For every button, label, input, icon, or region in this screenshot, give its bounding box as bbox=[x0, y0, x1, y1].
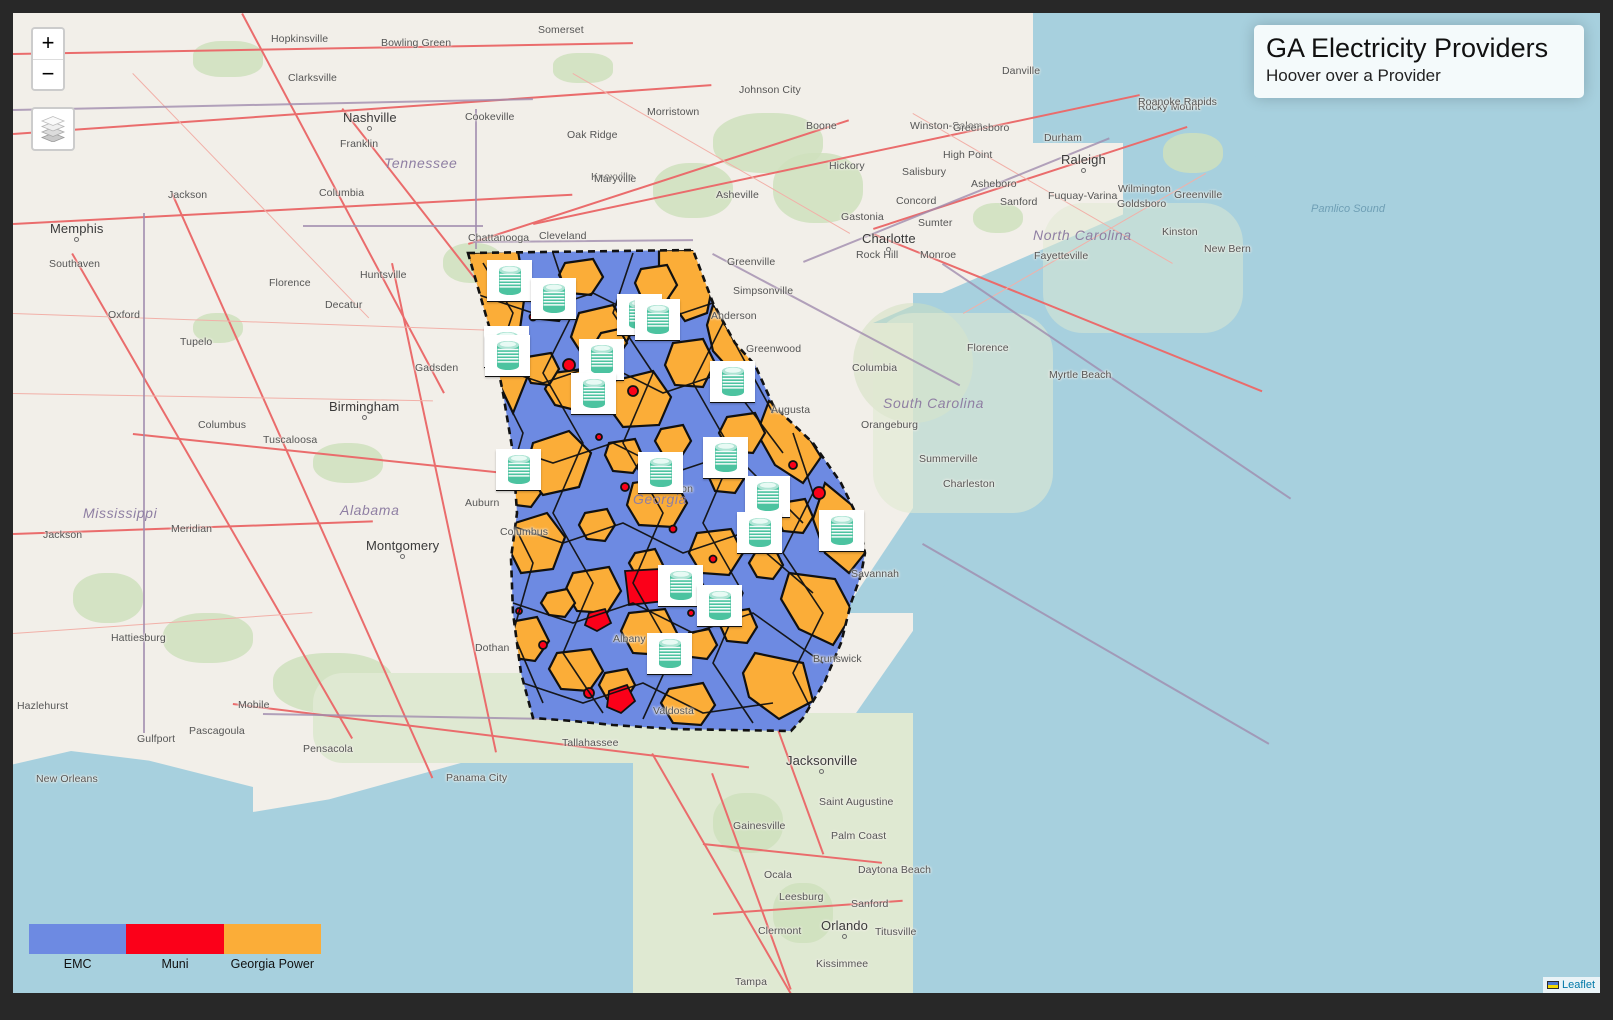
provider-stack-icon bbox=[590, 344, 613, 374]
provider-marker[interactable] bbox=[647, 633, 692, 674]
state-name-label: Alabama bbox=[340, 502, 400, 518]
provider-stack-icon bbox=[830, 515, 853, 545]
sea-name-label: Pamlico Sound bbox=[1311, 203, 1385, 215]
provider-stack-icon bbox=[507, 454, 530, 484]
legend-color-bars bbox=[29, 924, 321, 954]
state-name-label: North Carolina bbox=[1033, 227, 1132, 243]
provider-marker[interactable] bbox=[531, 278, 576, 319]
state-name-label: Georgia bbox=[633, 491, 688, 507]
provider-stack-icon bbox=[498, 265, 521, 295]
provider-marker[interactable] bbox=[703, 437, 748, 478]
provider-stack-icon bbox=[649, 457, 672, 487]
provider-stack-icon bbox=[748, 517, 771, 547]
zoom-out-button[interactable]: − bbox=[33, 59, 63, 89]
provider-marker[interactable] bbox=[658, 565, 703, 606]
state-name-label: South Carolina bbox=[883, 395, 985, 411]
provider-marker[interactable] bbox=[710, 361, 755, 402]
provider-marker[interactable] bbox=[697, 585, 742, 626]
provider-marker[interactable] bbox=[638, 452, 683, 493]
legend-labels: EMC Muni Georgia Power bbox=[29, 957, 321, 971]
provider-marker[interactable] bbox=[745, 476, 790, 517]
provider-marker[interactable] bbox=[737, 512, 782, 553]
attribution-bar: Leaflet bbox=[1542, 977, 1600, 993]
leaflet-map[interactable]: Nashville Memphis Birmingham Montgomery Char… bbox=[13, 13, 1600, 993]
provider-marker[interactable] bbox=[571, 373, 616, 414]
state-name-label: Tennessee bbox=[384, 155, 458, 171]
info-panel: GA Electricity Providers Hoover over a P… bbox=[1254, 25, 1584, 98]
layers-stack-icon bbox=[40, 116, 66, 142]
provider-stack-icon bbox=[542, 283, 565, 313]
zoom-control[interactable]: + − bbox=[31, 27, 65, 91]
info-subtitle: Hoover over a Provider bbox=[1266, 65, 1441, 85]
provider-marker[interactable] bbox=[485, 335, 530, 376]
legend-swatch-georgia-power bbox=[223, 924, 321, 954]
provider-stack-icon bbox=[756, 481, 779, 511]
legend: EMC Muni Georgia Power bbox=[29, 924, 321, 971]
state-name-label: Mississippi bbox=[83, 505, 158, 521]
legend-label-muni: Muni bbox=[161, 957, 189, 971]
layers-control-button[interactable] bbox=[31, 107, 75, 151]
provider-stack-icon bbox=[658, 638, 681, 668]
provider-marker[interactable] bbox=[819, 510, 864, 551]
zoom-in-button[interactable]: + bbox=[33, 29, 63, 59]
base-land-layer bbox=[13, 13, 1600, 993]
leaflet-link[interactable]: Leaflet bbox=[1561, 979, 1595, 991]
legend-label-emc: EMC bbox=[63, 957, 92, 971]
ukraine-flag-icon bbox=[1546, 981, 1559, 989]
info-title: GA Electricity Providers bbox=[1266, 33, 1549, 63]
provider-marker[interactable] bbox=[487, 260, 532, 301]
provider-stack-icon bbox=[582, 378, 605, 408]
legend-swatch-emc bbox=[29, 924, 127, 954]
legend-label-georgia-power: Georgia Power bbox=[230, 957, 314, 971]
provider-stack-icon bbox=[496, 340, 519, 370]
provider-marker[interactable] bbox=[635, 299, 680, 340]
provider-stack-icon bbox=[646, 304, 669, 334]
provider-stack-icon bbox=[721, 366, 744, 396]
provider-stack-icon bbox=[669, 570, 692, 600]
provider-marker[interactable] bbox=[496, 449, 541, 490]
legend-swatch-muni bbox=[126, 924, 224, 954]
provider-stack-icon bbox=[714, 442, 737, 472]
provider-stack-icon bbox=[708, 590, 731, 620]
